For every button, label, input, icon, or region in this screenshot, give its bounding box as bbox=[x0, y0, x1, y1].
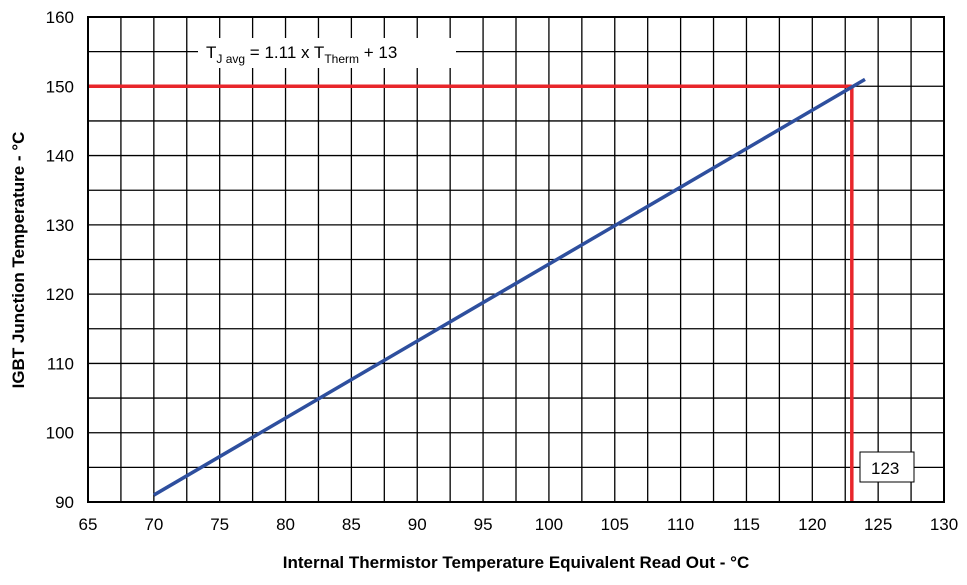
x-tick-label: 90 bbox=[408, 515, 427, 534]
x-tick-label: 95 bbox=[474, 515, 493, 534]
x-tick-label: 120 bbox=[798, 515, 826, 534]
y-tick-label: 130 bbox=[46, 216, 74, 235]
x-tick-label: 70 bbox=[144, 515, 163, 534]
equation-annotation: TJ avg = 1.11 x TTherm + 13 bbox=[206, 43, 397, 66]
x-tick-label: 125 bbox=[864, 515, 892, 534]
x-tick-labels: 65 70 75 80 85 90 95 100 105 110 115 120 125 130 bbox=[79, 515, 959, 534]
x-tick-label: 130 bbox=[930, 515, 958, 534]
equation-j-subscript: J avg bbox=[216, 52, 245, 66]
y-tick-label: 90 bbox=[55, 493, 74, 512]
equation-middle: = 1.11 x T bbox=[245, 43, 324, 62]
x-tick-label: 105 bbox=[601, 515, 629, 534]
y-tick-label: 120 bbox=[46, 285, 74, 304]
x-axis-title: Internal Thermistor Temperature Equivale… bbox=[283, 553, 750, 572]
x-tick-label: 80 bbox=[276, 515, 295, 534]
equation-background bbox=[198, 38, 456, 68]
x-tick-label: 110 bbox=[667, 515, 694, 534]
marker-label-background bbox=[859, 451, 915, 483]
y-tick-label: 160 bbox=[46, 8, 74, 27]
x-tick-label: 65 bbox=[79, 515, 98, 534]
equation-t: T bbox=[206, 43, 216, 62]
grid-lines bbox=[88, 17, 944, 502]
y-tick-label: 100 bbox=[46, 424, 74, 443]
reference-lines bbox=[88, 84, 854, 502]
y-tick-label: 150 bbox=[46, 77, 74, 96]
x-tick-label: 100 bbox=[535, 515, 563, 534]
marker-label: 123 bbox=[871, 459, 899, 478]
plot-frame bbox=[87, 16, 945, 503]
x-tick-label: 115 bbox=[733, 515, 760, 534]
y-tick-label: 140 bbox=[46, 147, 74, 166]
x-tick-label: 85 bbox=[342, 515, 361, 534]
equation-therm-subscript: Therm bbox=[324, 52, 359, 66]
equation-end: + 13 bbox=[359, 43, 397, 62]
y-tick-labels: 90 100 110 120 130 140 150 160 bbox=[46, 8, 74, 512]
series-lines bbox=[152, 77, 866, 497]
series-line-0 bbox=[152, 77, 866, 497]
x-tick-label: 75 bbox=[210, 515, 229, 534]
y-axis-title: IGBT Junction Temperature - °C bbox=[9, 132, 28, 389]
y-tick-label: 110 bbox=[47, 354, 74, 373]
